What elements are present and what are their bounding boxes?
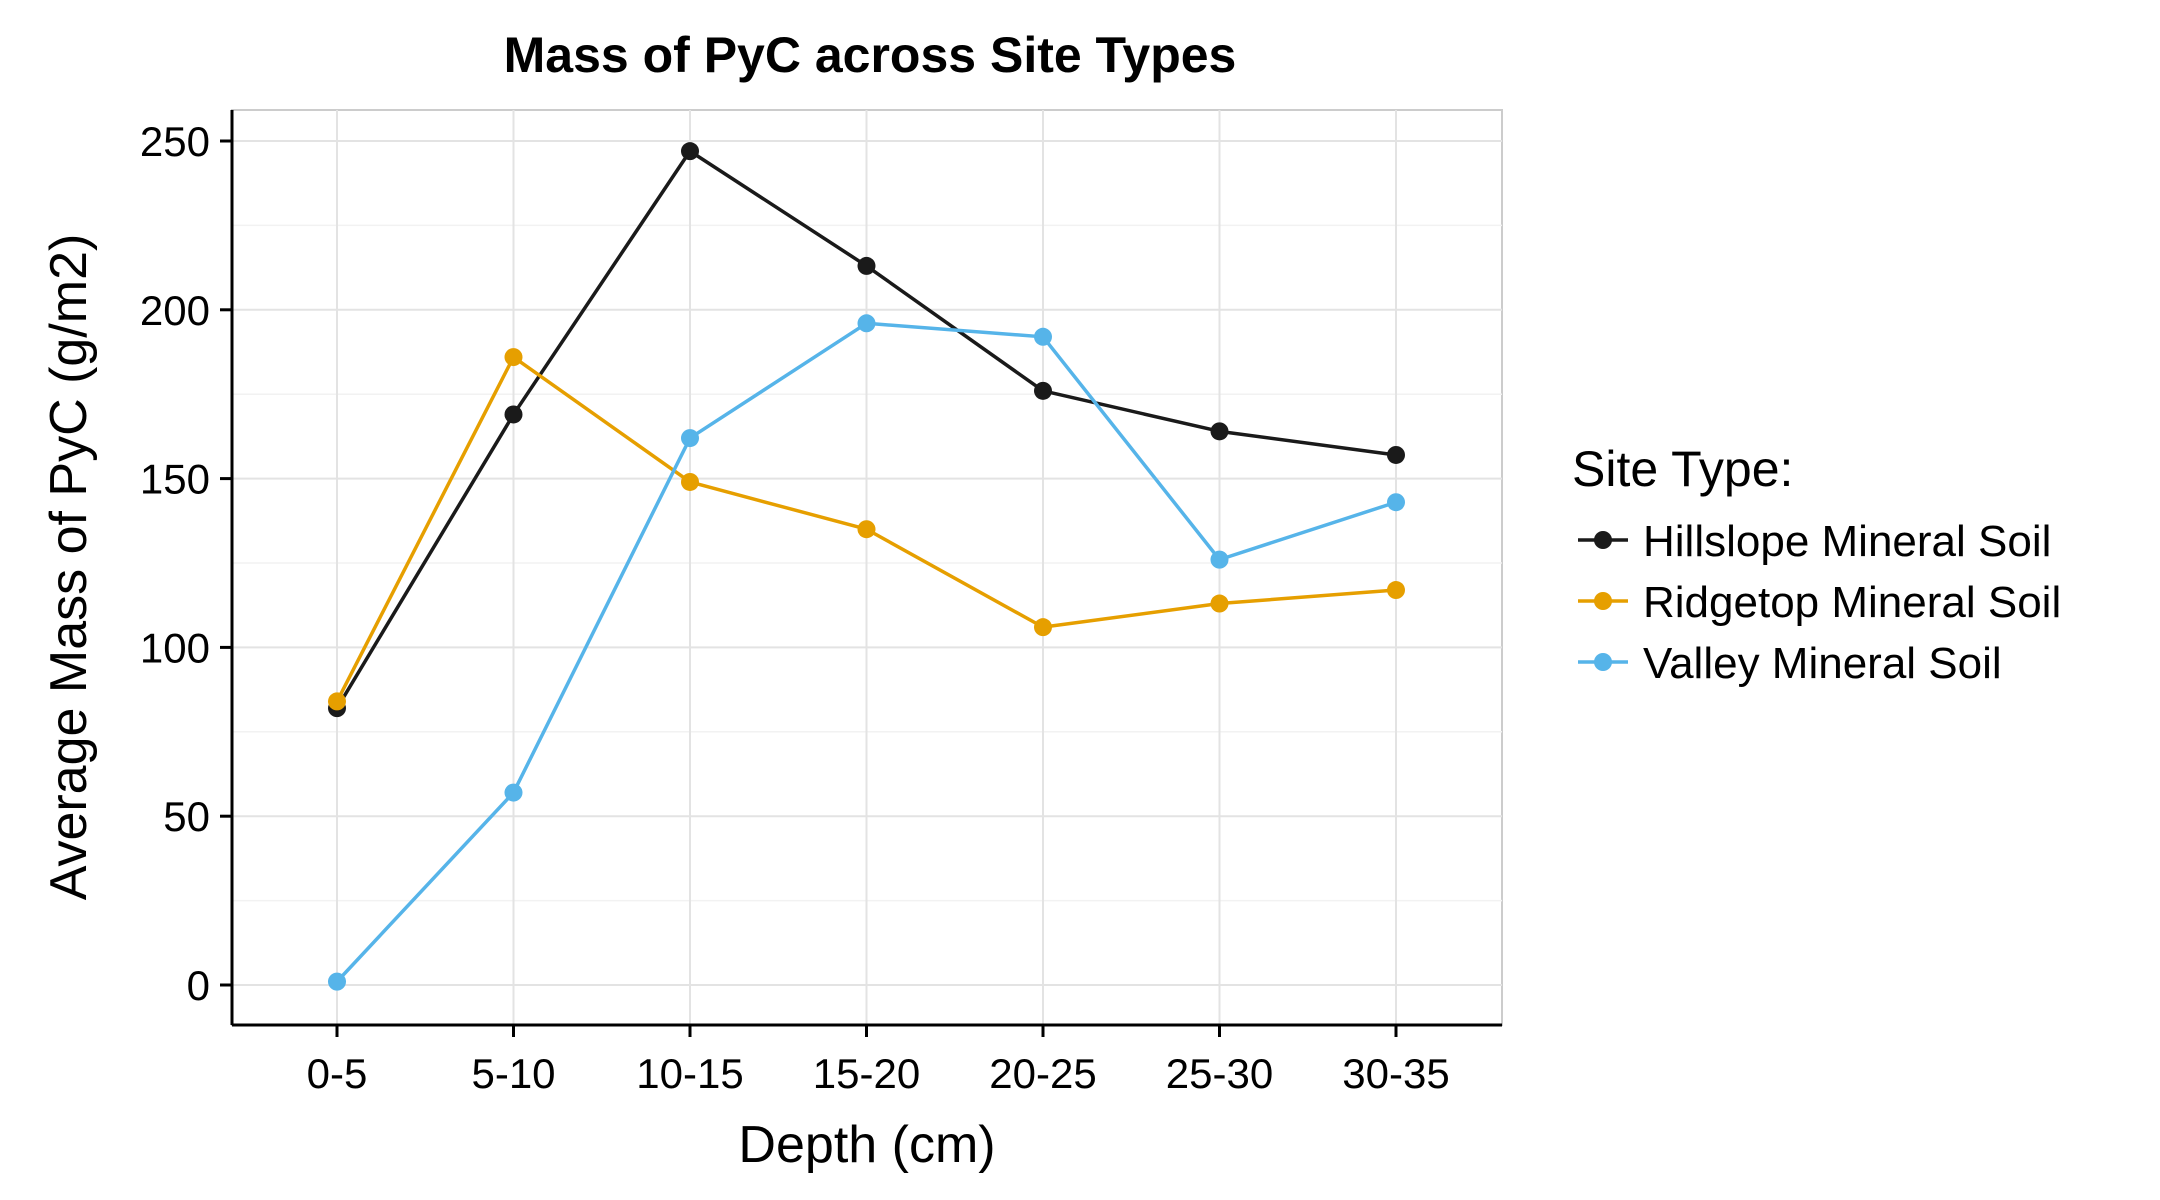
data-point-ridgetop-mineral-soil — [1387, 581, 1405, 600]
data-point-ridgetop-mineral-soil — [1210, 594, 1229, 613]
x-tick-label: 25-30 — [1166, 1050, 1273, 1097]
legend-items: Hillslope Mineral Soil Ridgetop Mineral S… — [1578, 517, 2061, 688]
y-tick-label: 250 — [140, 118, 210, 165]
x-tick-label: 5-10 — [471, 1050, 555, 1097]
x-axis-label: Depth (cm) — [738, 1116, 995, 1174]
data-point-hillslope-mineral-soil — [681, 142, 699, 161]
y-axis-ticks: 0 50 100 150 200 250 — [140, 118, 232, 1009]
chart-title: Mass of PyC across Site Types — [504, 27, 1237, 83]
data-point-valley-mineral-soil — [1034, 327, 1052, 346]
legend-title: Site Type: — [1572, 441, 1793, 497]
data-point-valley-mineral-soil — [1210, 550, 1229, 569]
legend: Site Type: Hillslope Mineral Soil Ridgeto… — [1572, 441, 2061, 688]
x-tick-label: 20-25 — [989, 1050, 1096, 1097]
data-point-hillslope-mineral-soil — [857, 256, 876, 275]
y-axis-label: Average Mass of PyC (g/m2) — [40, 234, 98, 901]
x-tick-label: 10-15 — [636, 1050, 743, 1097]
x-tick-label: 30-35 — [1342, 1050, 1449, 1097]
y-tick-label: 100 — [140, 624, 210, 671]
data-point-valley-mineral-soil — [857, 314, 876, 333]
y-tick-label: 0 — [187, 962, 210, 1009]
data-point-hillslope-mineral-soil — [1210, 422, 1229, 441]
data-point-hillslope-mineral-soil — [1034, 381, 1052, 400]
x-tick-label: 0-5 — [307, 1050, 368, 1097]
legend-item: Hillslope Mineral Soil — [1578, 517, 2051, 566]
legend-label: Ridgetop Mineral Soil — [1643, 578, 2061, 627]
legend-label: Hillslope Mineral Soil — [1643, 517, 2051, 566]
legend-item: Valley Mineral Soil — [1578, 639, 2002, 688]
legend-point-key — [1594, 592, 1612, 610]
data-point-ridgetop-mineral-soil — [857, 520, 876, 539]
data-point-ridgetop-mineral-soil — [1034, 618, 1052, 637]
data-point-valley-mineral-soil — [504, 783, 523, 802]
data-point-ridgetop-mineral-soil — [504, 348, 523, 367]
legend-label: Valley Mineral Soil — [1643, 639, 2002, 688]
y-tick-label: 50 — [163, 793, 210, 840]
series-points — [328, 142, 1405, 991]
x-axis-ticks: 0-5 5-10 10-15 15-20 20-25 25-30 30-35 — [307, 1025, 1450, 1097]
data-point-ridgetop-mineral-soil — [681, 472, 699, 491]
grid-lines — [232, 110, 1502, 1025]
data-point-hillslope-mineral-soil — [1387, 445, 1405, 464]
plot-area — [230, 109, 1503, 1027]
data-point-valley-mineral-soil — [681, 429, 699, 448]
legend-point-key — [1594, 531, 1612, 549]
legend-point-key — [1594, 653, 1612, 671]
data-point-valley-mineral-soil — [1387, 493, 1405, 512]
y-tick-label: 150 — [140, 456, 210, 503]
data-point-valley-mineral-soil — [328, 972, 346, 991]
data-point-hillslope-mineral-soil — [504, 405, 523, 424]
y-tick-label: 200 — [140, 287, 210, 334]
data-point-ridgetop-mineral-soil — [328, 692, 346, 711]
x-tick-label: 15-20 — [813, 1050, 920, 1097]
legend-item: Ridgetop Mineral Soil — [1578, 578, 2061, 627]
